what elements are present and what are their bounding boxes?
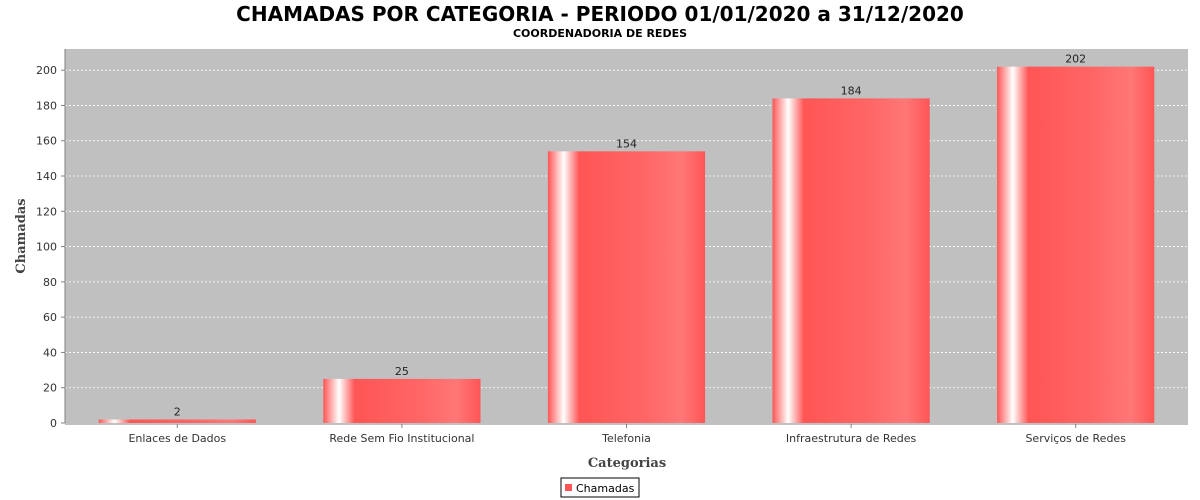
x-axis-ticks: Enlaces de Dados Rede Sem Fio Institucion… (128, 424, 1126, 445)
bar (772, 98, 930, 423)
bar (98, 419, 256, 423)
bar (547, 151, 706, 424)
y-tick-label: 120 (36, 205, 57, 218)
x-tick-label: Serviços de Redes (1025, 432, 1126, 445)
chart-subtitle: COORDENADORIA DE REDES (513, 27, 687, 40)
legend-label: Chamadas (576, 482, 635, 495)
y-tick-label: 20 (43, 382, 57, 395)
bar (323, 378, 481, 423)
bar-value-label: 154 (616, 137, 637, 150)
legend-box (560, 477, 640, 498)
bar-value-label: 202 (1065, 53, 1086, 66)
x-tick-label: Enlaces de Dados (128, 432, 226, 445)
legend-swatch (565, 484, 572, 491)
y-tick-label: 80 (43, 276, 57, 289)
y-tick-label: 180 (36, 99, 57, 112)
y-axis-ticks: 0 20 40 60 80 100 120 140 160 180 200 (36, 64, 65, 430)
y-tick-label: 60 (43, 311, 57, 324)
x-tick-label: Telefonia (601, 432, 651, 445)
legend: Chamadas (560, 477, 640, 498)
y-tick-label: 160 (36, 135, 57, 148)
bar (997, 66, 1155, 423)
x-tick-label: Infraestrutura de Redes (786, 432, 917, 445)
bar-value-label: 2 (174, 405, 181, 418)
bar-value-labels: 2 25 154 184 202 (174, 53, 1086, 419)
y-tick-label: 200 (36, 64, 57, 77)
chart-title: CHAMADAS POR CATEGORIA - PERIODO 01/01/2… (236, 2, 964, 26)
bars (98, 66, 1155, 424)
bar-value-label: 25 (395, 365, 409, 378)
y-tick-label: 140 (36, 170, 57, 183)
y-tick-label: 0 (50, 417, 57, 430)
x-tick-label: Rede Sem Fio Institucional (329, 432, 474, 445)
y-axis-label: Chamadas (14, 198, 29, 273)
y-tick-label: 100 (36, 241, 57, 254)
y-tick-label: 40 (43, 346, 57, 359)
bar-value-label: 184 (841, 84, 862, 97)
x-axis-label: Categorias (588, 456, 666, 471)
